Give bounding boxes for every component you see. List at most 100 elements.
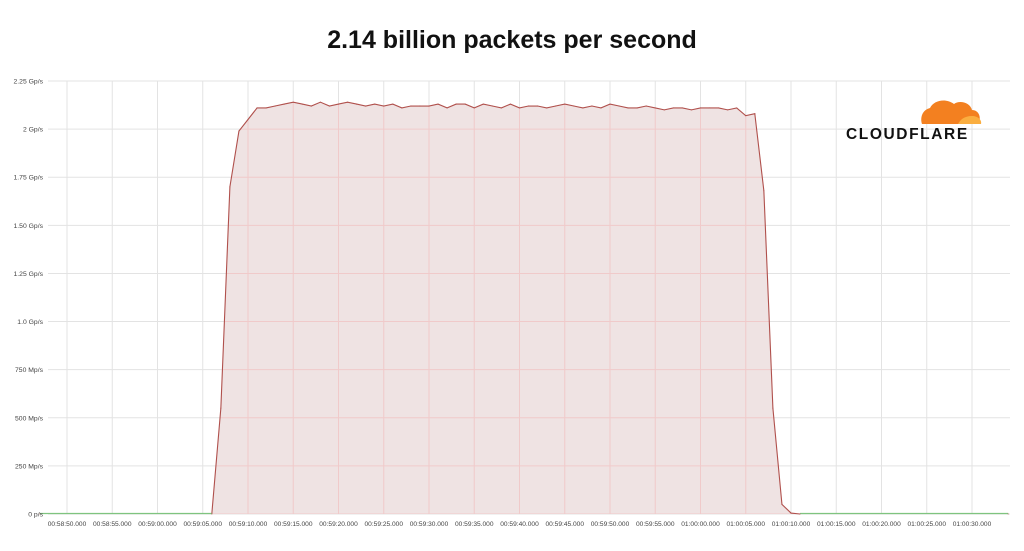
x-tick-label: 00:59:55.000 (636, 521, 675, 528)
data-point (546, 107, 548, 109)
data-point (356, 103, 358, 105)
x-tick-label: 00:59:20.000 (319, 521, 358, 528)
y-tick-label: 2 Gp/s (23, 127, 44, 134)
data-point (699, 107, 702, 109)
x-axis: 00:58:50.000 00:58:55.000 00:59:00.000 00:5… (48, 521, 992, 528)
x-tick-label: 01:00:10.000 (772, 521, 811, 528)
data-point (609, 103, 611, 105)
data-point (365, 105, 367, 107)
data-point (39, 513, 41, 515)
data-point (274, 105, 276, 107)
data-point (419, 105, 421, 107)
data-point (745, 115, 747, 117)
data-point (727, 109, 729, 111)
data-point (220, 407, 222, 409)
data-point (265, 107, 267, 109)
data-point (1007, 513, 1009, 515)
x-tick-label: 00:58:55.000 (93, 521, 132, 528)
data-point (491, 105, 493, 107)
x-tick-label: 00:59:35.000 (455, 521, 494, 528)
data-point (319, 101, 321, 103)
x-tick-label: 00:59:40.000 (500, 521, 539, 528)
data-point (718, 107, 720, 109)
x-tick-label: 00:59:45.000 (545, 521, 584, 528)
y-tick-label: 0 p/s (28, 512, 43, 519)
data-point (473, 107, 475, 109)
data-point (292, 101, 294, 103)
data-point (582, 107, 584, 109)
y-tick-label: 1.75 Gp/s (14, 175, 44, 182)
data-point (564, 103, 566, 105)
x-tick-label: 01:00:20.000 (862, 521, 901, 528)
y-tick-label: 1.25 Gp/s (14, 271, 44, 278)
x-tick-label: 00:59:10.000 (229, 521, 268, 528)
data-point (690, 109, 693, 111)
data-point (500, 107, 502, 109)
data-point (645, 105, 647, 107)
cloud-icon (921, 100, 982, 124)
data-point (708, 107, 711, 109)
data-point (328, 105, 331, 107)
data-point (781, 503, 783, 505)
data-point (636, 107, 638, 109)
y-tick-label: 1.50 Gp/s (14, 223, 44, 230)
data-point (374, 103, 376, 105)
data-point (627, 107, 629, 109)
data-point (618, 105, 620, 107)
data-point (672, 107, 674, 109)
data-point (464, 103, 466, 105)
data-point (591, 105, 593, 107)
data-point (437, 103, 439, 105)
data-point (482, 103, 484, 105)
y-tick-label: 1.0 Gp/s (17, 319, 43, 326)
data-point (509, 103, 512, 105)
x-tick-label: 01:00:05.000 (726, 521, 765, 528)
y-tick-label: 2.25 Gp/s (14, 79, 44, 86)
data-point (772, 407, 774, 409)
data-point (527, 105, 530, 107)
y-tick-label: 250 Mp/s (15, 463, 44, 470)
data-point (754, 113, 756, 115)
x-tick-label: 01:00:00.000 (681, 521, 720, 528)
area-series (39, 101, 1009, 515)
data-point (799, 513, 801, 515)
data-point (790, 512, 792, 514)
x-tick-label: 00:59:15.000 (274, 521, 313, 528)
cloudflare-logo: CLOUDFLARE (846, 96, 986, 146)
data-point (573, 105, 575, 107)
data-point (663, 109, 665, 111)
x-tick-label: 00:59:50.000 (591, 521, 630, 528)
data-point (283, 103, 285, 105)
data-point (681, 107, 684, 109)
x-tick-label: 00:59:25.000 (364, 521, 403, 528)
series-line (211, 101, 801, 515)
x-tick-label: 00:59:05.000 (183, 521, 222, 528)
data-point (736, 107, 738, 109)
x-tick-label: 01:00:30.000 (953, 521, 992, 528)
y-axis: 0 p/s 250 Mp/s 500 Mp/s 750 Mp/s 1.0 Gp/s 1.2… (14, 79, 44, 519)
data-point (383, 105, 385, 107)
data-point (337, 103, 340, 105)
data-point (555, 105, 557, 107)
logo-wordmark: CLOUDFLARE (846, 126, 969, 143)
data-point (238, 130, 240, 132)
x-tick-label: 01:00:25.000 (907, 521, 946, 528)
x-tick-label: 00:59:30.000 (410, 521, 449, 528)
chart-title: 2.14 billion packets per second (327, 26, 697, 54)
data-point (392, 103, 394, 105)
data-point (455, 103, 457, 105)
data-point (256, 107, 258, 109)
x-tick-label: 00:58:50.000 (48, 521, 87, 528)
data-point (763, 190, 765, 192)
x-tick-label: 00:59:00.000 (138, 521, 177, 528)
data-point (247, 118, 249, 121)
data-point (346, 101, 349, 103)
data-point (600, 107, 602, 109)
area-fill (211, 102, 801, 515)
data-point (518, 107, 521, 109)
y-tick-label: 500 Mp/s (15, 415, 44, 422)
data-point (229, 186, 231, 188)
x-tick-label: 01:00:15.000 (817, 521, 856, 528)
data-point (446, 107, 448, 109)
